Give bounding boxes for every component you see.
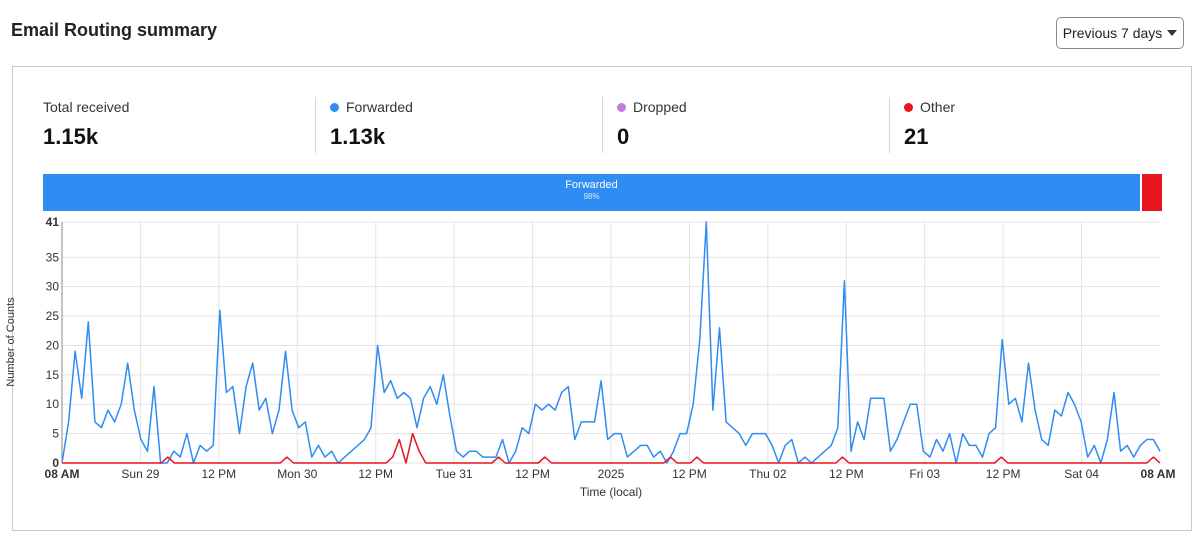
chart-grid xyxy=(62,221,1160,464)
y-tick-label: 30 xyxy=(46,280,60,294)
stat-label: Forwarded xyxy=(346,99,413,115)
stat-divider xyxy=(889,97,890,153)
stat-label: Dropped xyxy=(633,99,687,115)
x-tick-label: 2025 xyxy=(598,467,625,481)
stat-dropped: Dropped 0 xyxy=(617,99,887,155)
y-axis-label: Number of Counts xyxy=(5,297,17,387)
y-tick-label: 41 xyxy=(46,215,60,229)
forwarded-segment[interactable]: Forwarded 98% xyxy=(43,174,1140,211)
chart-x-axis: 08 AM Sun 29 12 PM Mon 30 12 PM Tue 31 12 PM 20… xyxy=(45,467,1176,481)
x-tick-label: 12 PM xyxy=(515,467,550,481)
x-tick-label: Fri 03 xyxy=(909,467,940,481)
series-line-forwarded xyxy=(61,221,1161,464)
y-tick-label: 20 xyxy=(46,338,60,352)
x-tick-label: 12 PM xyxy=(672,467,707,481)
x-tick-label: 12 PM xyxy=(829,467,864,481)
stat-label: Other xyxy=(920,99,956,115)
series-line-other xyxy=(62,432,1161,464)
time-range-dropdown[interactable]: Previous 7 days xyxy=(1056,17,1184,49)
x-tick-label: 12 PM xyxy=(358,467,393,481)
stat-total-received: Total received 1.15k xyxy=(43,99,313,155)
x-tick-label: 12 PM xyxy=(202,467,237,481)
chart-y-axis: 0 5 10 15 20 25 30 35 41 xyxy=(46,215,63,470)
caret-down-icon xyxy=(1167,30,1178,36)
routing-stacked-bar[interactable]: Forwarded 98% xyxy=(43,174,1162,211)
stat-other: Other 21 xyxy=(904,99,1174,155)
stat-label: Total received xyxy=(43,99,130,115)
x-tick-label: Tue 31 xyxy=(436,467,473,481)
y-tick-label: 15 xyxy=(46,368,60,382)
stat-value: 21 xyxy=(904,124,929,149)
stat-divider xyxy=(602,97,603,153)
x-tick-label: Sat 04 xyxy=(1064,467,1099,481)
stat-value: 0 xyxy=(617,124,630,149)
x-tick-label: Sun 29 xyxy=(121,467,159,481)
y-tick-label: 35 xyxy=(46,250,60,264)
stat-divider xyxy=(315,97,316,153)
x-tick-label: Thu 02 xyxy=(749,467,787,481)
y-tick-label: 5 xyxy=(52,427,59,441)
dropped-dot-icon xyxy=(617,102,626,112)
page-title: Email Routing summary xyxy=(11,20,218,40)
other-dot-icon xyxy=(904,102,913,112)
forwarded-segment-percent: 98% xyxy=(583,192,600,201)
other-segment[interactable] xyxy=(1142,174,1162,211)
x-tick-label: 08 AM xyxy=(45,467,80,481)
segment-gap xyxy=(1140,174,1142,211)
stat-forwarded: Forwarded 1.13k xyxy=(330,99,600,155)
y-tick-label: 25 xyxy=(46,309,60,323)
x-tick-label: Mon 30 xyxy=(277,467,317,481)
summary-card: Total received 1.15k Forwarded 1.13k Dro… xyxy=(12,66,1192,531)
chart-lines xyxy=(61,221,1161,464)
stat-value: 1.15k xyxy=(43,124,99,149)
forwarded-segment-label: Forwarded xyxy=(565,179,618,191)
time-range-label: Previous 7 days xyxy=(1062,25,1163,41)
x-tick-label: 12 PM xyxy=(986,467,1021,481)
forwarded-dot-icon xyxy=(330,102,339,112)
x-tick-label: 08 AM xyxy=(1141,467,1176,481)
stat-value: 1.13k xyxy=(330,124,386,149)
y-tick-label: 10 xyxy=(46,397,60,411)
y-tick-label: 0 xyxy=(52,456,59,470)
x-axis-label: Time (local) xyxy=(580,485,642,499)
